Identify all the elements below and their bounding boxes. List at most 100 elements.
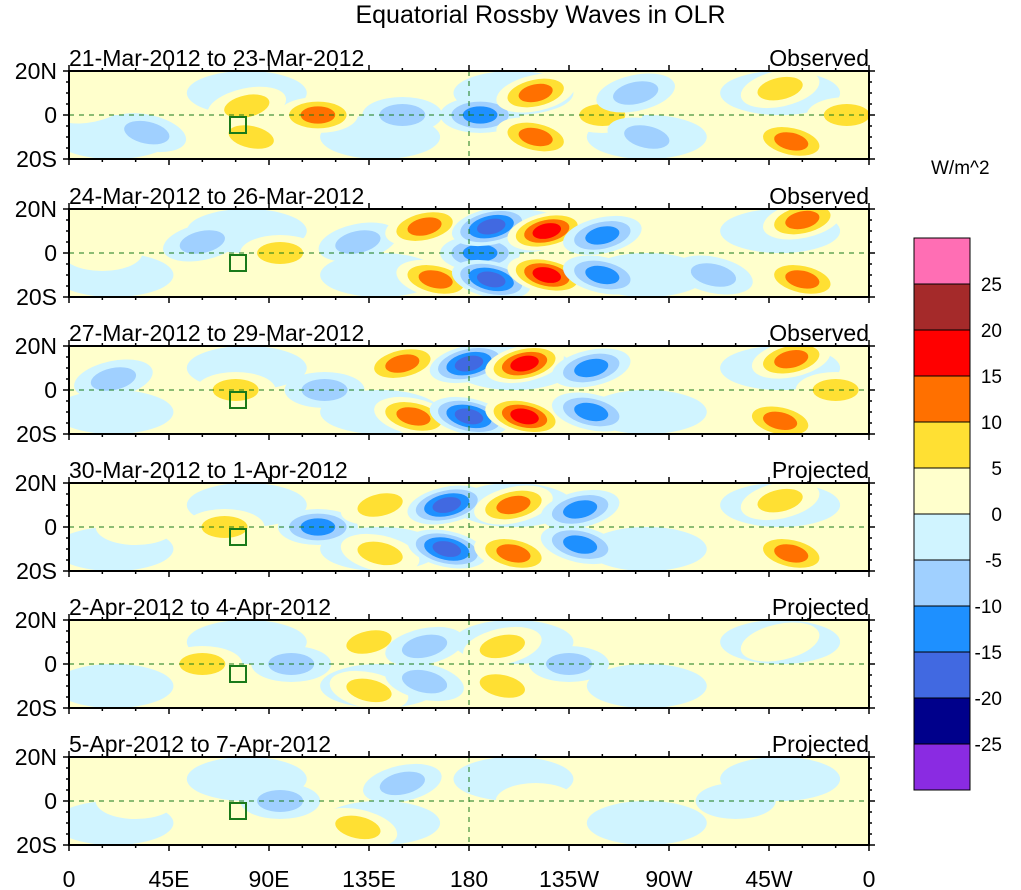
region-box bbox=[229, 116, 247, 134]
colorbar-label: 10 bbox=[981, 413, 1002, 434]
panel-4: 20N 0 20S 30-Mar-2012 to 1-Apr-2012 Projecte… bbox=[15, 457, 875, 584]
y-tick-label: 20N bbox=[15, 744, 57, 770]
region-box bbox=[229, 254, 247, 272]
colorbar-label: 20 bbox=[981, 321, 1002, 342]
contour-layer bbox=[69, 483, 841, 571]
anomaly-contour bbox=[613, 81, 659, 105]
colorbar-swatch bbox=[913, 467, 971, 515]
anomaly-contour bbox=[90, 367, 137, 391]
region-box bbox=[229, 528, 247, 546]
panel-2: 20N 0 20S 24-Mar-2012 to 26-Mar-2012 Observe… bbox=[15, 183, 875, 310]
colorbar-label: 15 bbox=[981, 367, 1002, 388]
y-tick-label: 0 bbox=[44, 788, 57, 814]
contour-layer bbox=[69, 346, 869, 434]
anomaly-contour bbox=[179, 230, 225, 254]
colorbar-label: 0 bbox=[991, 505, 1002, 526]
anomaly-contour bbox=[624, 125, 670, 149]
panel-status: Observed bbox=[769, 320, 869, 346]
panel-3: 20N 0 20S 27-Mar-2012 to 29-Mar-2012 Observe… bbox=[15, 320, 875, 447]
weak-anomaly-region bbox=[69, 390, 174, 434]
colorbar-units-label: W/m^2 bbox=[931, 158, 990, 179]
x-tick-label: 0 bbox=[63, 866, 76, 890]
anomaly-contour bbox=[812, 379, 859, 401]
anomaly-contour bbox=[396, 407, 431, 426]
anomaly-contour bbox=[532, 267, 562, 283]
panel-status: Observed bbox=[769, 183, 869, 209]
x-tick-label: 45W bbox=[745, 866, 793, 890]
anomaly-contour bbox=[124, 120, 170, 145]
panel-status: Observed bbox=[769, 45, 869, 71]
x-tick-label: 135E bbox=[342, 866, 396, 890]
weak-anomaly-region bbox=[586, 801, 707, 845]
colorbar-label: -15 bbox=[975, 643, 1002, 664]
anomaly-contour bbox=[418, 270, 453, 289]
anomaly-contour bbox=[774, 349, 809, 369]
y-tick-label: 0 bbox=[44, 514, 57, 540]
anomaly-contour bbox=[407, 217, 442, 236]
y-tick-label: 20N bbox=[15, 607, 57, 633]
colorbar-swatch bbox=[913, 237, 971, 285]
colorbar-swatch bbox=[913, 605, 971, 653]
anomaly-contour bbox=[224, 94, 270, 118]
anomaly-contour bbox=[774, 132, 809, 151]
colorbar-label: 25 bbox=[981, 275, 1002, 296]
anomaly-contour bbox=[454, 355, 484, 372]
colorbar-swatch bbox=[913, 743, 971, 791]
panel-6: 20N 0 20S 5-Apr-2012 to 7-Apr-2012 Projected bbox=[15, 731, 875, 858]
anomaly-contour bbox=[476, 218, 506, 235]
anomaly-contour bbox=[346, 630, 392, 654]
anomaly-contour bbox=[518, 127, 553, 147]
region-box bbox=[229, 391, 247, 409]
contour-layer bbox=[69, 209, 842, 297]
colorbar-label: -25 bbox=[975, 735, 1002, 756]
colorbar-swatch bbox=[913, 651, 971, 699]
anomaly-contour bbox=[757, 488, 803, 513]
panel-date-range: 21-Mar-2012 to 23-Mar-2012 bbox=[69, 45, 364, 71]
y-tick-label: 20S bbox=[16, 146, 57, 172]
y-tick-label: 20S bbox=[16, 421, 57, 447]
anomaly-contour bbox=[510, 355, 539, 372]
colorbar-swatch bbox=[913, 559, 971, 607]
x-tick-label: 90W bbox=[645, 866, 693, 890]
panel-status: Projected bbox=[772, 594, 869, 620]
colorbar-swatch bbox=[913, 421, 971, 469]
x-tick-label: 45E bbox=[149, 866, 190, 890]
y-tick-label: 0 bbox=[44, 377, 57, 403]
y-tick-label: 20S bbox=[16, 832, 57, 858]
panel-date-range: 30-Mar-2012 to 1-Apr-2012 bbox=[69, 457, 348, 483]
anomaly-contour bbox=[585, 265, 620, 285]
weak-anomaly-region bbox=[69, 664, 174, 708]
panel-date-range: 24-Mar-2012 to 26-Mar-2012 bbox=[69, 183, 364, 209]
colorbar-swatch bbox=[913, 513, 971, 561]
anomaly-contour bbox=[785, 270, 820, 289]
anomaly-contour bbox=[479, 674, 525, 698]
anomaly-contour bbox=[563, 500, 598, 519]
x-tick-label: 90E bbox=[249, 866, 290, 890]
x-tick-label: 0 bbox=[863, 866, 876, 890]
panel-date-range: 2-Apr-2012 to 4-Apr-2012 bbox=[69, 594, 331, 620]
anomaly-contour bbox=[300, 106, 336, 124]
anomaly-contour bbox=[335, 230, 381, 254]
anomaly-contour bbox=[585, 226, 620, 245]
anomaly-contour bbox=[401, 669, 448, 694]
anomaly-contour bbox=[757, 76, 803, 101]
x-tick-label: 135W bbox=[539, 866, 599, 890]
anomaly-contour bbox=[763, 411, 798, 431]
x-tick-label: 180 bbox=[450, 866, 488, 890]
anomaly-contour bbox=[432, 497, 462, 513]
anomaly-contour bbox=[774, 544, 809, 563]
region-box bbox=[229, 665, 247, 683]
panel-5: 20N 0 20S 2-Apr-2012 to 4-Apr-2012 Projected bbox=[15, 594, 875, 721]
y-tick-label: 20S bbox=[16, 558, 57, 584]
colorbar-swatch bbox=[913, 329, 971, 377]
anomaly-contour bbox=[690, 263, 737, 287]
anomaly-contour bbox=[495, 783, 576, 819]
anomaly-contour bbox=[785, 210, 820, 230]
y-tick-label: 20N bbox=[15, 470, 57, 496]
y-tick-label: 20N bbox=[15, 58, 57, 84]
anomaly-contour bbox=[823, 104, 869, 126]
y-tick-label: 20N bbox=[15, 333, 57, 359]
anomaly-contour bbox=[532, 223, 562, 239]
anomaly-contour bbox=[335, 815, 381, 840]
anomaly-contour bbox=[385, 354, 420, 373]
